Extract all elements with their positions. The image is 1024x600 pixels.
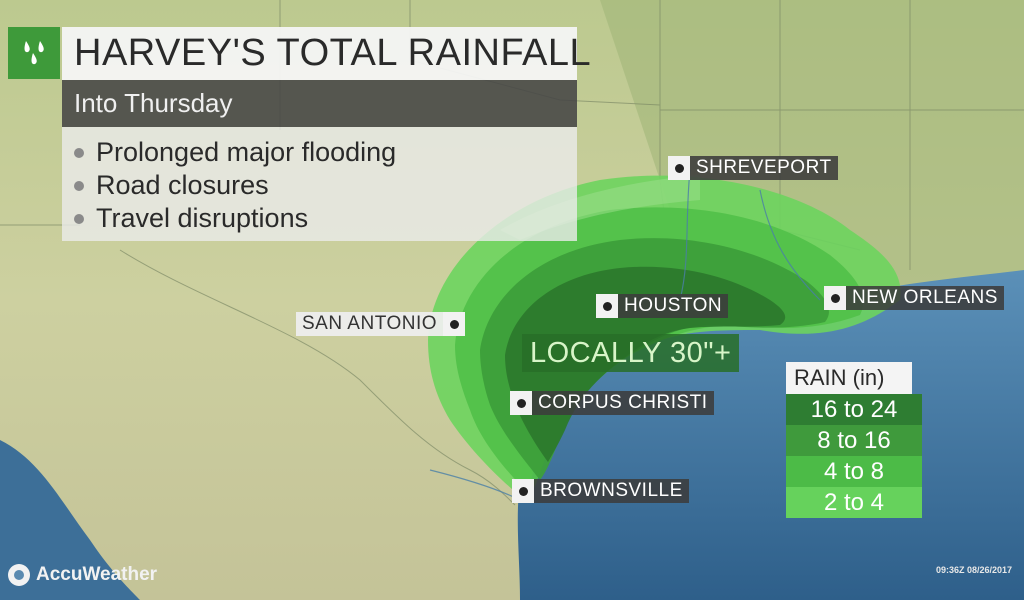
city-san-antonio: SAN ANTONIO (296, 310, 466, 338)
city-name: NEW ORLEANS (846, 286, 1004, 310)
city-name: BROWNSVILLE (534, 479, 689, 503)
city-corpus-christi: CORPUS CHRISTI (510, 389, 714, 417)
city-houston: HOUSTON (596, 292, 729, 320)
city-shreveport: SHREVEPORT (668, 154, 838, 182)
bullet-icon (74, 147, 84, 158)
rain-drops-icon (8, 27, 60, 79)
brand-name: AccuWeather (36, 564, 158, 585)
title-banner: HARVEY'S TOTAL RAINFALL (62, 27, 591, 80)
bullet-icon (74, 213, 84, 224)
city-name: HOUSTON (618, 294, 729, 318)
legend-range: 4 to 8 (786, 456, 922, 487)
impact-item: Prolonged major flooding (74, 137, 396, 168)
impact-item: Road closures (74, 170, 269, 201)
bullet-icon (74, 180, 84, 191)
legend-range: 2 to 4 (786, 487, 922, 518)
legend-title: RAIN (in) (786, 362, 912, 394)
city-marker-icon (824, 286, 846, 310)
city-marker-icon (668, 156, 690, 180)
map-title: HARVEY'S TOTAL RAINFALL (74, 32, 592, 74)
city-marker-icon (512, 479, 534, 503)
issue-timestamp: 09:36Z 08/26/2017 (935, 565, 1012, 575)
impact-text: Travel disruptions (96, 203, 309, 233)
pacific-ocean (0, 440, 140, 600)
impact-text: Road closures (96, 170, 269, 200)
accuweather-logo: AccuWeather (8, 564, 157, 586)
city-new-orleans: NEW ORLEANS (824, 284, 1004, 312)
max-rainfall-annotation: LOCALLY 30"+ (522, 334, 740, 372)
city-name: SAN ANTONIO (296, 312, 444, 336)
city-name: SHREVEPORT (690, 156, 838, 180)
subtitle-banner: Into Thursday (62, 80, 577, 127)
rain-legend: RAIN (in) 16 to 24 8 to 16 4 to 8 2 to 4 (786, 362, 922, 518)
city-marker-icon (596, 294, 618, 318)
city-name: CORPUS CHRISTI (532, 391, 714, 415)
city-marker-icon (443, 312, 466, 336)
sun-logo-icon (8, 564, 30, 586)
impact-item: Travel disruptions (74, 203, 308, 234)
city-brownsville: BROWNSVILLE (512, 477, 689, 505)
legend-range: 8 to 16 (786, 425, 922, 456)
legend-range: 16 to 24 (786, 394, 922, 425)
rain-drops-glyph (24, 41, 44, 65)
city-marker-icon (510, 391, 532, 415)
impact-list: Prolonged major flooding Road closures T… (62, 127, 577, 241)
impact-text: Prolonged major flooding (96, 137, 397, 167)
map-subtitle: Into Thursday (74, 88, 233, 118)
